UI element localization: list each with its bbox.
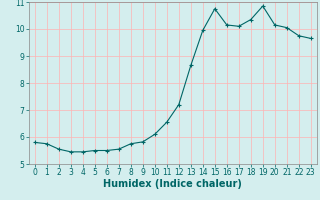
X-axis label: Humidex (Indice chaleur): Humidex (Indice chaleur) [103, 179, 242, 189]
